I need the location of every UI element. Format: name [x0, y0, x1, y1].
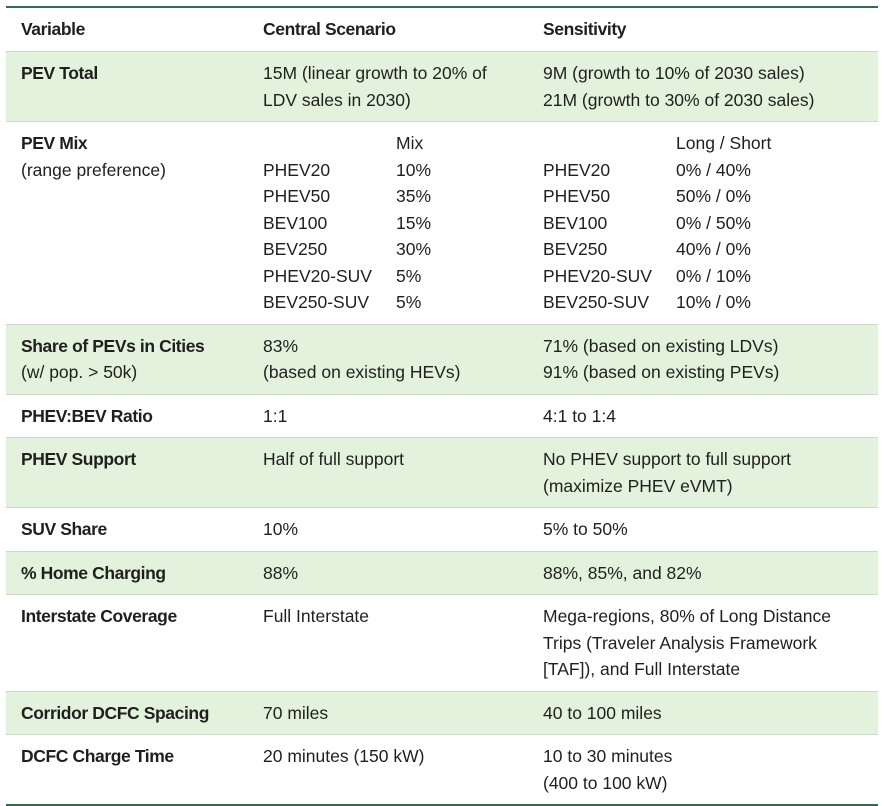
row-share-cities: Share of PEVs in Cities (w/ pop. > 50k) …	[6, 323, 878, 394]
row-pev-mix: PEV Mix (range preference) Mix PHEV20 10…	[6, 121, 878, 324]
mix-value: 10%	[396, 159, 432, 180]
row-label: DCFC Charge Time	[21, 746, 174, 766]
sensitivity-value: 71% (based on existing LDVs) 91% (based …	[526, 333, 878, 386]
sensitivity-value: 9M (growth to 10% of 2030 sales) 21M (gr…	[526, 60, 878, 113]
mix-vehicle: PHEV20	[543, 159, 611, 180]
sensitivity-value: 88%, 85%, and 82%	[543, 562, 702, 583]
row-label-block: Share of PEVs in Cities (w/ pop. > 50k)	[6, 333, 246, 386]
spacer	[543, 130, 676, 157]
mix-header: Long / Short	[676, 133, 772, 153]
mix-value: 5%	[396, 265, 422, 286]
mix-vehicle: PHEV50	[543, 186, 611, 206]
row-label: PHEV:BEV Ratio	[21, 405, 153, 426]
row-dcfc-charge-time: DCFC Charge Time 20 minutes (150 kW) 10 …	[6, 734, 878, 804]
central-value: 83% (based on existing HEVs)	[246, 333, 526, 386]
row-suv-share: SUV Share 10% 5% to 50%	[6, 507, 878, 551]
mix-vehicle: BEV250	[543, 239, 608, 259]
mix-value: 0% / 10%	[676, 265, 751, 286]
mix-vehicle: BEV100	[543, 212, 608, 233]
mix-value: 35%	[396, 186, 432, 206]
row-label: PEV Total	[21, 63, 98, 83]
central-value: 10%	[263, 519, 299, 539]
row-phev-bev-ratio: PHEV:BEV Ratio 1:1 4:1 to 1:4	[6, 393, 878, 438]
row-pev-total: PEV Total 15M (linear growth to 20% of L…	[6, 51, 878, 121]
central-value: 70 miles	[263, 702, 329, 723]
sensitivity-line: [TAF]), and Full Interstate	[543, 659, 741, 679]
sensitivity-mix-grid: Long / Short PHEV20 0% / 40% PHEV50 50% …	[543, 130, 878, 316]
central-value: 88%	[263, 562, 299, 583]
sensitivity-line: Mega-regions, 80% of Long Distance	[543, 606, 831, 626]
mix-value: 50% / 0%	[676, 186, 751, 206]
mix-value: 40% / 0%	[676, 239, 751, 259]
sensitivity-line: 10 to 30 minutes	[543, 746, 673, 766]
mix-value: 30%	[396, 239, 432, 259]
sensitivity-line: 91% (based on existing PEVs)	[543, 362, 780, 382]
row-label: PHEV Support	[21, 449, 136, 469]
central-value: Half of full support	[263, 449, 405, 469]
mix-value: 15%	[396, 212, 432, 233]
scenario-table: Variable Central Scenario Sensitivity PE…	[6, 6, 878, 806]
header-central-scenario: Central Scenario	[263, 19, 396, 40]
sensitivity-mix: Long / Short PHEV20 0% / 40% PHEV50 50% …	[526, 130, 878, 316]
central-value: 1:1	[263, 405, 288, 426]
sensitivity-value: 5% to 50%	[543, 519, 628, 539]
row-label: Share of PEVs in Cities	[21, 335, 205, 356]
row-dcfc-spacing: Corridor DCFC Spacing 70 miles 40 to 100…	[6, 690, 878, 734]
mix-vehicle: BEV250-SUV	[543, 292, 650, 312]
central-value: 15M (linear growth to 20% of LDV sales i…	[246, 60, 526, 113]
mix-vehicle: PHEV20-SUV	[543, 265, 652, 286]
row-label-block: PEV Mix (range preference)	[6, 130, 246, 316]
central-value: Full Interstate	[263, 606, 370, 626]
mix-vehicle: BEV250-SUV	[263, 292, 370, 312]
row-interstate-coverage: Interstate Coverage Full Interstate Mega…	[6, 594, 878, 691]
mix-header: Mix	[396, 133, 424, 153]
row-sublabel: (w/ pop. > 50k)	[21, 362, 138, 382]
sensitivity-value: No PHEV support to full support (maximiz…	[526, 446, 878, 499]
mix-value: 10% / 0%	[676, 292, 751, 312]
row-phev-support: PHEV Support Half of full support No PHE…	[6, 437, 878, 507]
sensitivity-line: 9M (growth to 10% of 2030 sales)	[543, 63, 805, 83]
spacer	[263, 130, 396, 157]
row-sublabel: (range preference)	[21, 159, 166, 180]
row-label: Corridor DCFC Spacing	[21, 702, 209, 723]
mix-vehicle: PHEV20-SUV	[263, 265, 372, 286]
central-value: 20 minutes (150 kW)	[263, 746, 425, 766]
row-label: PEV Mix	[21, 133, 88, 153]
row-home-charging: % Home Charging 88% 88%, 85%, and 82%	[6, 550, 878, 594]
sensitivity-line: (400 to 100 kW)	[543, 772, 668, 793]
mix-value: 5%	[396, 292, 422, 312]
row-label: Interstate Coverage	[21, 606, 177, 626]
sensitivity-line: 21M (growth to 30% of 2030 sales)	[543, 89, 815, 110]
sensitivity-value: 40 to 100 miles	[543, 702, 662, 723]
sensitivity-line: No PHEV support to full support	[543, 449, 792, 469]
header-sensitivity: Sensitivity	[543, 19, 627, 40]
central-line: (based on existing HEVs)	[263, 362, 461, 382]
mix-value: 0% / 50%	[676, 212, 751, 233]
central-line: 83%	[263, 335, 299, 356]
mix-value: 0% / 40%	[676, 159, 751, 180]
sensitivity-line: 71% (based on existing LDVs)	[543, 335, 779, 356]
central-line: LDV sales in 2030)	[263, 89, 411, 110]
row-label: SUV Share	[21, 519, 107, 539]
row-label: % Home Charging	[21, 562, 166, 583]
mix-vehicle: PHEV20	[263, 159, 331, 180]
sensitivity-value: 4:1 to 1:4	[543, 405, 616, 426]
mix-vehicle: PHEV50	[263, 186, 331, 206]
sensitivity-value: Mega-regions, 80% of Long Distance Trips…	[526, 603, 878, 683]
header-variable: Variable	[21, 19, 85, 40]
sensitivity-line: Trips (Traveler Analysis Framework	[543, 632, 817, 653]
mix-vehicle: BEV250	[263, 239, 328, 259]
central-mix-grid: Mix PHEV20 10% PHEV50 35% BEV100 15% BEV…	[263, 130, 526, 316]
central-line: 15M (linear growth to 20% of	[263, 63, 487, 83]
central-mix: Mix PHEV20 10% PHEV50 35% BEV100 15% BEV…	[246, 130, 526, 316]
table-header: Variable Central Scenario Sensitivity	[6, 8, 878, 51]
mix-vehicle: BEV100	[263, 212, 328, 233]
sensitivity-value: 10 to 30 minutes (400 to 100 kW)	[526, 743, 878, 796]
sensitivity-line: (maximize PHEV eVMT)	[543, 475, 733, 496]
